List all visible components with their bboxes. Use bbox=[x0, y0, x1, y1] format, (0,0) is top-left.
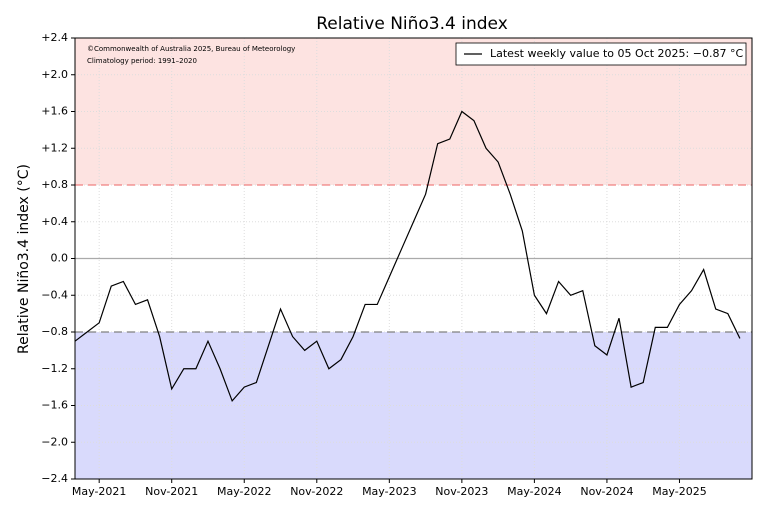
la-nina-band bbox=[75, 332, 752, 479]
y-tick-label: +0.8 bbox=[41, 178, 68, 191]
x-tick-label: May-2023 bbox=[362, 485, 417, 498]
x-tick-label: May-2025 bbox=[652, 485, 707, 498]
y-axis-label: Relative Niño3.4 index (°C) bbox=[16, 164, 32, 354]
x-tick-label: Nov-2021 bbox=[145, 485, 198, 498]
plot-frame bbox=[74, 37, 753, 480]
y-tick-label: +0.4 bbox=[41, 215, 68, 228]
x-tick-label: May-2022 bbox=[217, 485, 272, 498]
legend-box bbox=[455, 42, 747, 66]
data-line bbox=[74, 110, 741, 403]
x-tick-label: May-2024 bbox=[507, 485, 562, 498]
y-tick-label: 0.0 bbox=[51, 252, 69, 265]
y-tick-label: +2.4 bbox=[41, 31, 68, 44]
x-tick-label: Nov-2022 bbox=[290, 485, 343, 498]
x-tick-label: May-2021 bbox=[72, 485, 127, 498]
y-tick-label: +1.2 bbox=[41, 141, 68, 154]
annotation: ©Commonwealth of Australia 2025, Bureau … bbox=[87, 45, 295, 53]
y-tick-label: −1.2 bbox=[41, 362, 68, 375]
annotation: Climatology period: 1991–2020 bbox=[87, 57, 197, 65]
y-tick-label: +1.6 bbox=[41, 105, 68, 118]
x-tick-label: Nov-2023 bbox=[435, 485, 488, 498]
y-tick-label: −1.6 bbox=[41, 399, 68, 412]
y-tick-label: −0.4 bbox=[41, 288, 68, 301]
y-tick-label: +2.0 bbox=[41, 68, 68, 81]
y-tick-label: −2.4 bbox=[41, 472, 68, 485]
y-tick-label: −0.8 bbox=[41, 325, 68, 338]
legend-label: Latest weekly value to 05 Oct 2025: −0.8… bbox=[490, 47, 743, 60]
y-tick-label: −2.0 bbox=[41, 435, 68, 448]
x-tick-label: Nov-2024 bbox=[580, 485, 633, 498]
legend: Latest weekly value to 05 Oct 2025: −0.8… bbox=[455, 42, 747, 66]
chart-title: Relative Niño3.4 index bbox=[316, 14, 508, 34]
